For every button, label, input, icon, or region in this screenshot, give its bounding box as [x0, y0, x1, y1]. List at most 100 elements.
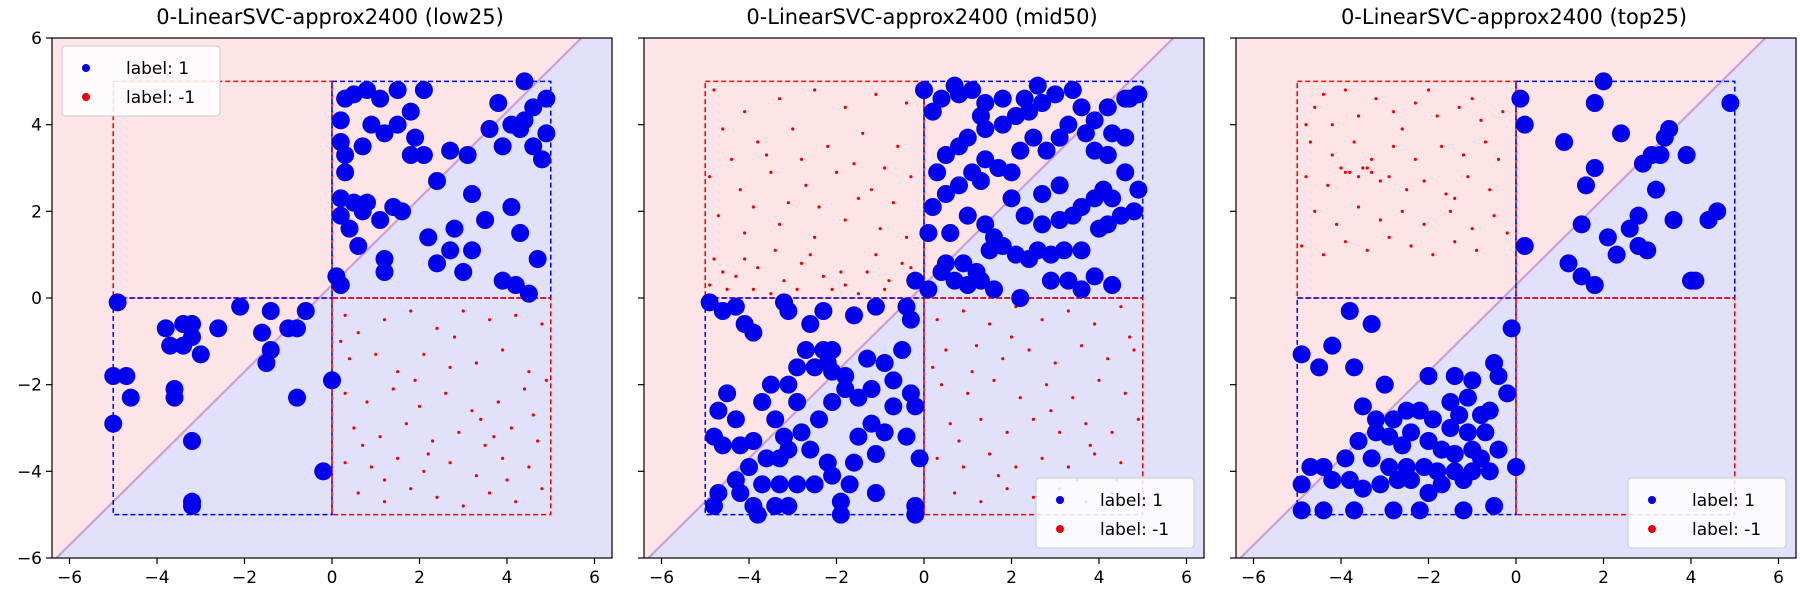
point-label-pos: [1041, 271, 1060, 290]
point-label-pos: [183, 497, 201, 515]
y-tick-label: −2: [17, 376, 42, 396]
point-label-neg: [531, 413, 535, 417]
point-label-pos: [779, 302, 798, 320]
point-label-pos: [788, 358, 807, 377]
point-label-neg: [1348, 170, 1352, 174]
point-label-pos: [858, 349, 877, 368]
point-label-neg: [935, 456, 939, 460]
point-label-neg: [514, 313, 518, 317]
point-label-neg: [795, 287, 799, 291]
point-label-neg: [1370, 157, 1374, 161]
x-tick-label: −2: [1416, 568, 1441, 588]
point-label-pos: [766, 410, 785, 429]
point-label-neg: [483, 443, 487, 447]
legend-marker-neg: [82, 93, 90, 101]
point-label-pos: [524, 98, 543, 117]
point-label-neg: [540, 487, 544, 491]
point-label-pos: [340, 219, 359, 238]
point-label-neg: [948, 422, 952, 426]
point-label-neg: [756, 266, 760, 270]
point-label-neg: [1365, 248, 1369, 252]
point-label-neg: [1426, 88, 1431, 92]
point-label-neg: [1044, 383, 1049, 387]
point-label-neg: [712, 88, 716, 92]
point-label-pos: [709, 401, 728, 420]
point-label-neg: [931, 365, 935, 369]
point-label-pos: [1507, 458, 1525, 476]
point-label-pos: [748, 505, 767, 524]
point-label-neg: [1505, 231, 1509, 235]
point-label-pos: [801, 440, 820, 459]
point-label-pos: [1585, 159, 1604, 177]
region-box-1: [923, 80, 1144, 299]
point-label-pos: [993, 89, 1012, 108]
point-label-neg: [536, 439, 540, 443]
point-label-pos: [1384, 501, 1403, 520]
point-label-neg: [1300, 244, 1304, 248]
point-label-neg: [1361, 166, 1365, 170]
legend-label: label: 1: [1100, 491, 1163, 511]
x-tick-label: −6: [649, 568, 674, 588]
point-label-pos: [1103, 276, 1122, 294]
point-label-pos: [1292, 345, 1311, 364]
point-label-neg: [764, 153, 769, 157]
point-label-neg: [396, 370, 400, 374]
point-label-pos: [108, 293, 127, 312]
point-label-pos: [493, 271, 512, 290]
plot-area: [1236, 38, 1796, 558]
point-label-pos: [476, 211, 495, 229]
plot-area: [644, 38, 1204, 558]
point-label-neg: [474, 474, 478, 478]
legend-label: label: -1: [1100, 520, 1169, 540]
point-label-pos: [936, 185, 955, 203]
point-label-pos: [1129, 85, 1148, 104]
point-label-pos: [257, 354, 276, 372]
point-label-neg: [527, 370, 531, 374]
point-label-neg: [1356, 175, 1361, 179]
point-label-pos: [1129, 180, 1148, 199]
point-label-neg: [479, 417, 483, 421]
subplot-low25: 0-LinearSVC-approx2400 (low25) −6 −4 −2 0 2 4…: [17, 5, 613, 588]
point-label-neg: [966, 391, 970, 395]
point-label-pos: [823, 466, 842, 485]
point-label-neg: [1483, 140, 1487, 144]
point-label-neg: [821, 274, 825, 278]
point-label-neg: [339, 339, 343, 343]
point-label-pos: [1498, 384, 1517, 403]
point-label-neg: [505, 478, 509, 482]
point-label-neg: [721, 127, 725, 131]
point-label-neg: [1066, 465, 1070, 469]
point-label-pos: [401, 146, 420, 164]
x-tick-label: 2: [1006, 568, 1017, 588]
point-label-pos: [1620, 219, 1639, 238]
point-label-neg: [1330, 123, 1334, 127]
point-label-pos: [779, 497, 798, 515]
point-label-neg: [935, 318, 939, 322]
point-label-pos: [1380, 458, 1399, 476]
point-label-neg: [988, 322, 992, 326]
point-label-neg: [435, 326, 439, 330]
point-label-pos: [1402, 471, 1420, 489]
point-label-pos: [1397, 401, 1416, 420]
point-label-pos: [1098, 146, 1117, 164]
point-label-pos: [893, 341, 912, 359]
point-label-pos: [1472, 449, 1490, 468]
point-label-neg: [1378, 179, 1382, 183]
point-label-pos: [428, 254, 446, 273]
point-label-pos: [1024, 128, 1043, 147]
point-label-pos: [1028, 76, 1047, 95]
point-label-pos: [1046, 85, 1065, 104]
point-label-pos: [537, 89, 556, 108]
point-label-pos: [1454, 501, 1473, 520]
region-box-1: [1515, 80, 1736, 299]
point-label-pos: [849, 427, 868, 446]
x-tick-label: 6: [589, 568, 600, 588]
point-label-neg: [782, 279, 786, 283]
point-label-neg: [891, 201, 895, 205]
point-label-neg: [1370, 170, 1374, 174]
point-label-pos: [1085, 267, 1104, 286]
point-label-pos: [1489, 440, 1508, 459]
point-label-neg: [365, 400, 369, 404]
point-label-pos: [936, 146, 955, 164]
point-label-neg: [944, 348, 948, 352]
